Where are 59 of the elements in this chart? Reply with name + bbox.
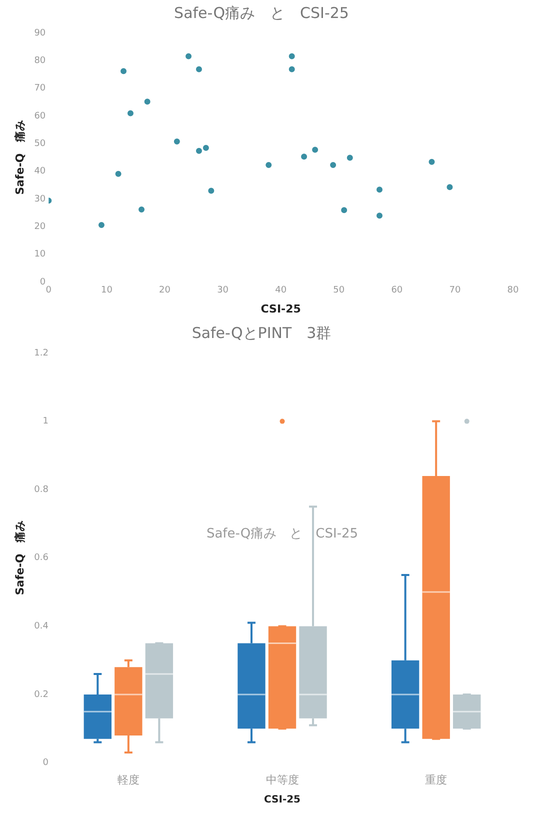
x-tick-label: 10 <box>100 286 113 296</box>
point <box>98 222 104 228</box>
point <box>115 170 122 177</box>
x-tick-label: 軽度 <box>117 773 140 786</box>
x-tick-label: 60 <box>391 286 403 296</box>
x-tick-label: 20 <box>159 286 171 296</box>
x-tick-label: 70 <box>449 286 461 296</box>
point <box>266 162 272 168</box>
point <box>341 207 348 214</box>
point <box>376 186 382 193</box>
point <box>330 162 336 168</box>
y-tick-label: 70 <box>34 84 46 94</box>
x-tick-label: 40 <box>275 286 287 296</box>
point <box>428 158 435 165</box>
point <box>208 188 214 194</box>
y-axis-title: Safe-Q 痛み <box>13 120 26 195</box>
y-tick-label: 50 <box>34 139 46 150</box>
y-tick-label: 90 <box>34 28 46 38</box>
point <box>196 148 202 154</box>
x-axis-title: CSI-25 <box>264 794 301 806</box>
y-tick-label: 40 <box>34 166 46 177</box>
x-tick-label: 重度 <box>425 773 448 786</box>
point <box>138 206 145 213</box>
point <box>288 53 295 60</box>
x-axis-title: CSI-25 <box>260 302 301 316</box>
point <box>144 98 150 105</box>
y-axis-title: Safe-Q 痛み <box>13 520 26 596</box>
y-tick-label: 0.8 <box>34 484 49 495</box>
point <box>346 154 353 161</box>
y-tick-label: 0.2 <box>34 690 49 700</box>
y-tick-label: 1.2 <box>34 348 49 358</box>
point <box>196 66 202 72</box>
point <box>120 68 127 74</box>
point <box>186 53 192 60</box>
y-tick-label: 60 <box>34 111 46 122</box>
point <box>202 144 209 151</box>
x-tick-label: 中等度 <box>266 773 299 786</box>
y-tick-label: 20 <box>34 222 46 232</box>
y-tick-label: 0.6 <box>34 553 49 564</box>
chart-title: Safe-Q痛み と CSI-25 <box>174 4 349 22</box>
y-tick-label: 80 <box>34 56 46 66</box>
point <box>312 146 318 153</box>
y-tick-label: 10 <box>34 250 46 260</box>
x-tick-label: 50 <box>333 286 345 296</box>
point <box>127 110 134 116</box>
y-tick-label: 30 <box>34 194 46 204</box>
y-tick-label: 0.4 <box>34 622 49 632</box>
point <box>376 212 382 219</box>
x-tick-label: 80 <box>507 286 519 296</box>
y-tick-label: 0 <box>42 758 49 768</box>
chart-title: Safe-QとPINT 3群 <box>192 324 332 342</box>
point <box>174 138 180 144</box>
point <box>301 154 308 160</box>
x-tick-label: 30 <box>217 286 229 296</box>
annotation: Safe-Q痛み と CSI-25 <box>206 526 358 542</box>
y-tick-label: 0 <box>40 277 46 288</box>
point <box>288 66 295 72</box>
y-tick-label: 1 <box>42 416 49 427</box>
point <box>446 184 453 190</box>
